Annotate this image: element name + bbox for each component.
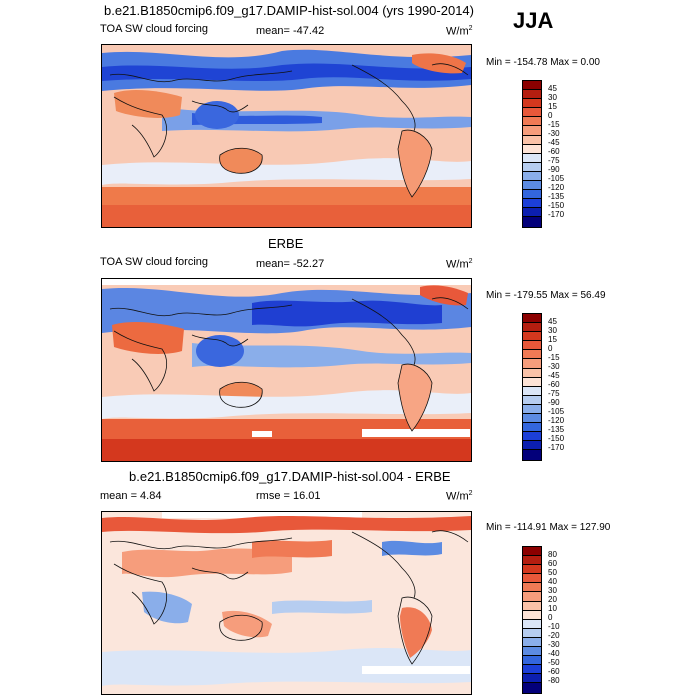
cbar-label: 0 (548, 111, 553, 120)
panel2-units: W/m2 (446, 258, 473, 271)
cbar-label: 15 (548, 102, 557, 111)
cbar-label: -40 (548, 649, 560, 658)
panel2-map (101, 278, 472, 462)
cbar-label: -30 (548, 362, 560, 371)
season-label: JJA (513, 8, 554, 33)
panel3-minmax: Min = -114.91 Max = 127.90 (486, 522, 611, 533)
panel1-units: W/m2 (446, 25, 473, 38)
cbar-label: 10 (548, 604, 557, 613)
cbar-label: 45 (548, 84, 557, 93)
panel3-rmse-label: rmse = 16.01 (256, 490, 321, 502)
cbar-label: -50 (548, 658, 560, 667)
cbar-label: -170 (548, 443, 565, 452)
panel1-minmax: Min = -154.78 Max = 0.00 (486, 57, 600, 68)
cbar-label: -105 (548, 174, 565, 183)
cbar-label: -30 (548, 129, 560, 138)
cbar-label: -15 (548, 120, 560, 129)
panel2-colorbar (522, 313, 542, 461)
panel3-mean-label: mean = 4.84 (100, 490, 162, 502)
cbar-label: -30 (548, 640, 560, 649)
cbar-label: -105 (548, 407, 565, 416)
cbar-label: -90 (548, 398, 560, 407)
cbar-label: 0 (548, 613, 553, 622)
panel2-field-label: TOA SW cloud forcing (100, 256, 209, 268)
cbar-label: -15 (548, 353, 560, 362)
panel3-colorbar (522, 546, 542, 694)
cbar-label: -10 (548, 622, 560, 631)
cbar-label: -75 (548, 156, 560, 165)
cbar-label: 0 (548, 344, 553, 353)
panel1-title: b.e21.B1850cmip6.f09_g17.DAMIP-hist-sol.… (104, 3, 474, 18)
cbar-label: -60 (548, 380, 560, 389)
cbar-label: -135 (548, 425, 565, 434)
cbar-label: 60 (548, 559, 557, 568)
cbar-label: -120 (548, 183, 565, 192)
cbar-label: -75 (548, 389, 560, 398)
cbar-label: 40 (548, 577, 557, 586)
panel1-colorbar (522, 80, 542, 228)
cbar-label: 30 (548, 93, 557, 102)
cbar-label: -80 (548, 676, 560, 685)
cbar-label: 20 (548, 595, 557, 604)
cbar-label: -150 (548, 434, 565, 443)
panel2-title: ERBE (268, 236, 304, 251)
cbar-label: 45 (548, 317, 557, 326)
cbar-label: -90 (548, 165, 560, 174)
panel1-map (101, 44, 472, 228)
panel3-map (101, 511, 472, 695)
cbar-label: -135 (548, 192, 565, 201)
cbar-label: -60 (548, 667, 560, 676)
cbar-label: -20 (548, 631, 560, 640)
cbar-label: -45 (548, 138, 560, 147)
panel2-minmax: Min = -179.55 Max = 56.49 (486, 290, 606, 301)
cbar-label: 50 (548, 568, 557, 577)
cbar-label: 30 (548, 326, 557, 335)
panel2-mean-label: mean= -52.27 (256, 258, 325, 270)
panel1-mean-label: mean= -47.42 (256, 25, 325, 37)
panel3-units: W/m2 (446, 490, 473, 503)
cbar-label: -150 (548, 201, 565, 210)
cbar-label: -120 (548, 416, 565, 425)
cbar-label: 15 (548, 335, 557, 344)
panel1-field-label: TOA SW cloud forcing (100, 23, 209, 35)
cbar-label: 30 (548, 586, 557, 595)
panel3-title: b.e21.B1850cmip6.f09_g17.DAMIP-hist-sol.… (129, 469, 451, 484)
cbar-label: 80 (548, 550, 557, 559)
cbar-label: -45 (548, 371, 560, 380)
cbar-label: -170 (548, 210, 565, 219)
cbar-label: -60 (548, 147, 560, 156)
